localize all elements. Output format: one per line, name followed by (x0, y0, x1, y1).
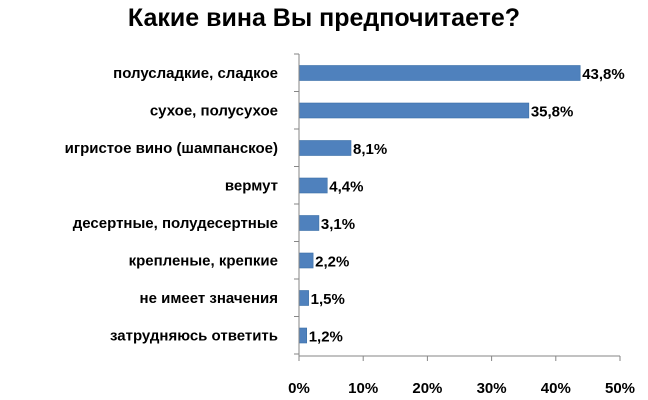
data-label: 1,2% (309, 329, 343, 346)
bar (298, 327, 308, 344)
bar (298, 290, 309, 306)
data-label: 43,8% (582, 66, 625, 83)
bar (298, 252, 314, 269)
x-tick-labels: 0% 10% 20% 30% 40% 50% (288, 380, 635, 397)
category-label: крепленые, крепкие (129, 253, 278, 270)
x-tick-label: 30% (477, 380, 507, 397)
category-labels: полусладкие, сладкое сухое, полусухое игри… (65, 65, 278, 345)
data-label: 35,8% (531, 104, 574, 121)
category-label: затрудняюсь ответить (110, 328, 278, 345)
category-label: не имеет значения (140, 290, 278, 307)
chart-title: Какие вина Вы предпочитаете? (127, 4, 521, 32)
data-label: 8,1% (353, 141, 387, 158)
category-label: полусладкие, сладкое (113, 65, 278, 82)
category-label: сухое, полусухое (150, 103, 278, 120)
bar (298, 215, 320, 231)
x-tick-label: 0% (288, 380, 310, 397)
axes (294, 53, 621, 361)
x-tick-label: 40% (541, 380, 571, 397)
bars (298, 65, 581, 344)
bar (298, 65, 581, 81)
bar (298, 177, 328, 194)
x-tick-label: 50% (605, 380, 635, 397)
category-label: игристое вино (шампанское) (65, 140, 278, 157)
bar (298, 102, 530, 119)
data-label: 4,4% (329, 179, 363, 196)
x-tick-label: 20% (412, 380, 442, 397)
data-label: 1,5% (311, 291, 345, 308)
data-label: 3,1% (321, 216, 355, 233)
x-tick-label: 10% (348, 380, 378, 397)
category-label: десертные, полудесертные (73, 215, 278, 232)
data-label: 2,2% (315, 254, 349, 271)
data-labels: 43,8% 35,8% 8,1% 4,4% 3,1% 2,2% 1,5% 1,2% (309, 66, 625, 346)
category-label: вермут (225, 178, 278, 195)
bar (298, 140, 352, 156)
